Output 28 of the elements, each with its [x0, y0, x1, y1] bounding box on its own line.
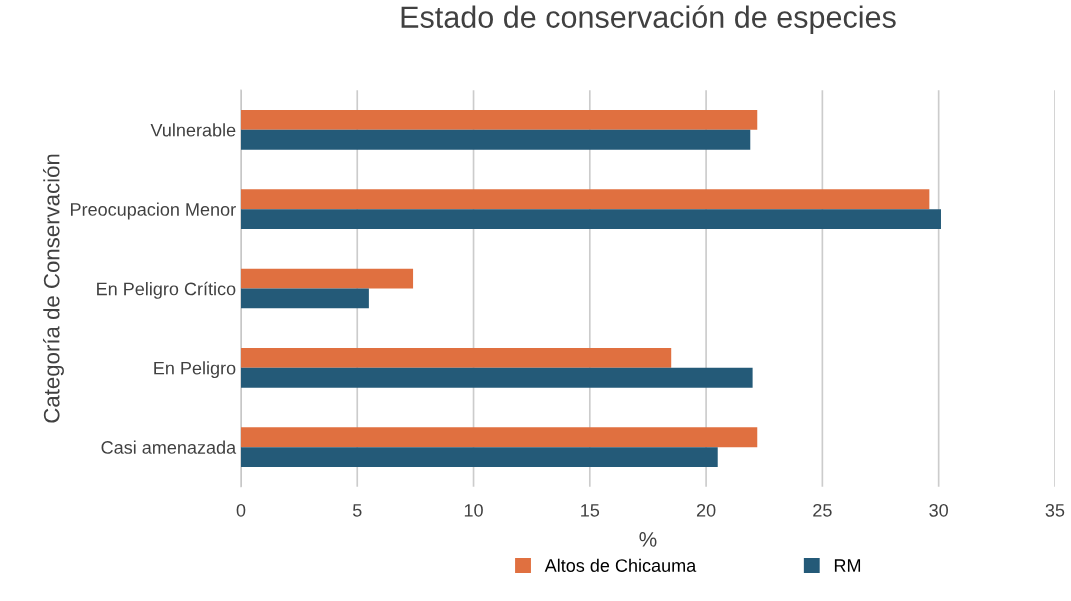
y-tick-label: Casi amenazada	[101, 440, 237, 454]
y-tick-label: En Peligro	[154, 361, 236, 379]
bar	[240, 109, 758, 130]
bar	[240, 347, 672, 368]
x-tick-label: 25	[813, 503, 832, 517]
x-tick-label: 15	[581, 504, 600, 517]
legend-label: Altos de Chicauma	[544, 558, 697, 572]
bar	[240, 367, 753, 388]
legend-label: RM	[834, 559, 861, 572]
bar	[240, 209, 941, 229]
bar	[240, 129, 751, 150]
x-tick-label: 30	[929, 503, 948, 517]
y-tick-label: Vulnerable	[150, 123, 236, 137]
y-tick-label: En Peligro Crítico	[97, 281, 236, 299]
x-axis-title: %	[639, 532, 657, 547]
y-axis-title: Categoría de Conservación	[42, 154, 64, 423]
bar	[240, 268, 414, 289]
bar	[240, 447, 718, 467]
x-tick-label: 5	[352, 504, 362, 517]
bar	[240, 189, 930, 210]
x-tick-label: 35	[1045, 503, 1065, 517]
x-tick-label: 10	[464, 503, 483, 517]
x-tick-label: 20	[696, 503, 716, 517]
x-tick-label: 0	[236, 503, 246, 517]
bar	[240, 427, 758, 448]
chart-title: Estado de conservación de especies	[401, 5, 896, 34]
bar	[240, 288, 369, 309]
y-tick-label: Preocupacion Menor	[71, 202, 236, 220]
